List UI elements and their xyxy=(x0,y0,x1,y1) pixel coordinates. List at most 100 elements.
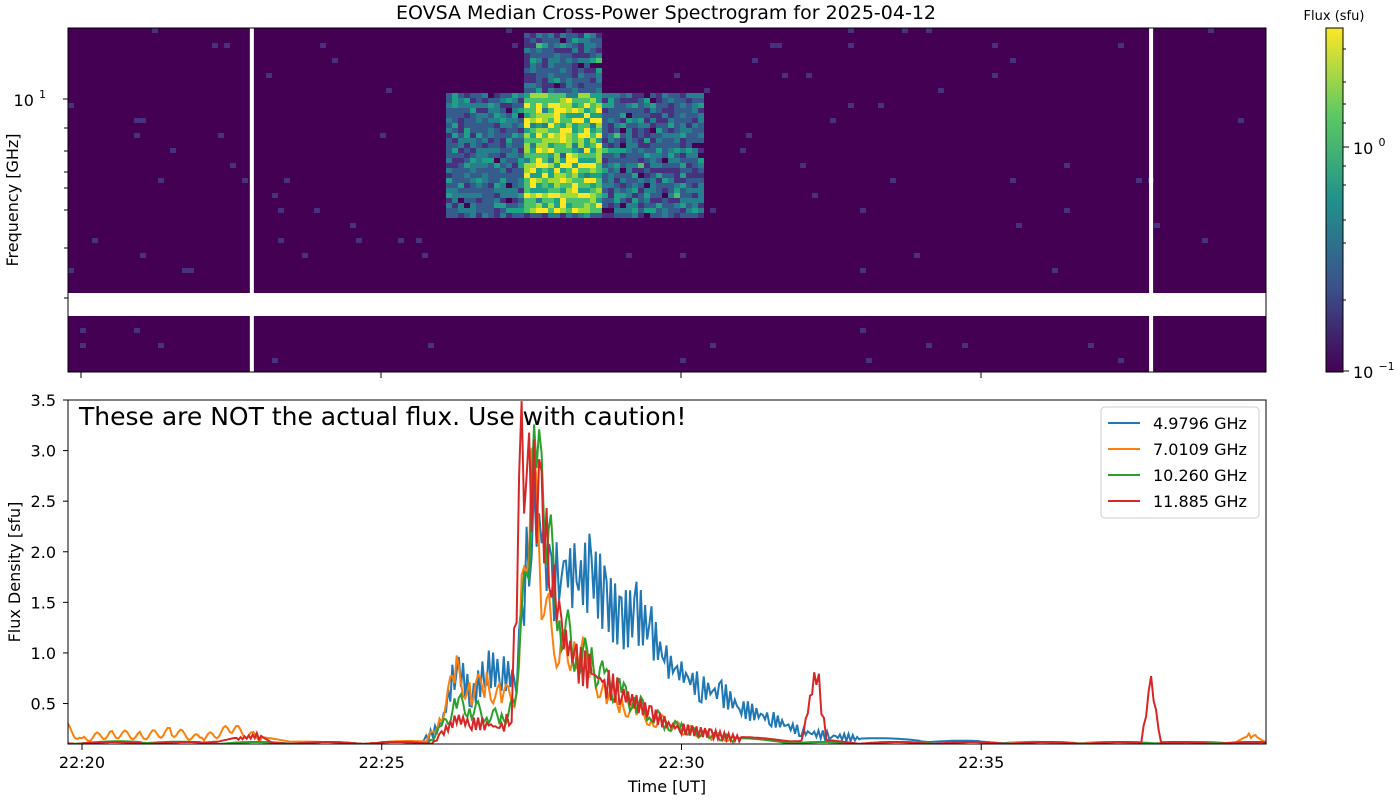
spectrogram-cell xyxy=(602,128,608,133)
spectrogram-cell xyxy=(680,103,686,108)
spectrogram-cell xyxy=(608,183,614,188)
spectrogram-cell xyxy=(650,203,656,208)
spectrogram-cell xyxy=(470,113,476,118)
spectrogram-cell xyxy=(644,188,650,193)
spectrogram-cell xyxy=(626,173,632,178)
spectrogram-cell xyxy=(566,143,572,148)
spectrogram-cell xyxy=(650,193,656,198)
spectrogram-cell xyxy=(530,173,536,178)
spectrogram-cell xyxy=(698,93,704,98)
spectrogram-cell xyxy=(470,183,476,188)
spectrogram-cell xyxy=(584,83,590,88)
spectrogram-cell xyxy=(674,188,680,193)
spectrogram-cell xyxy=(686,158,692,163)
spectrogram-cell xyxy=(530,193,536,198)
spectrogram-cell xyxy=(686,153,692,158)
spectrogram-cell xyxy=(596,48,602,53)
spectrogram-cell xyxy=(602,203,608,208)
spectrogram-cell xyxy=(644,148,650,153)
spectrogram-cell xyxy=(524,113,530,118)
spectrogram-cell xyxy=(578,158,584,163)
spectrogram-cell xyxy=(458,193,464,198)
spectrogram-cell xyxy=(668,98,674,103)
spectrogram-cell xyxy=(158,343,164,348)
spectrogram-cell xyxy=(386,88,392,93)
spectrogram-cell xyxy=(524,68,530,73)
spectrogram-ytick-10: 10 1 xyxy=(14,88,68,110)
spectrogram-cell xyxy=(602,193,608,198)
spectrogram-cell xyxy=(566,168,572,173)
spectrogram-band-gap xyxy=(68,293,1266,316)
spectrogram-cell xyxy=(584,88,590,93)
spectrogram-cell xyxy=(578,78,584,83)
spectrogram-cell xyxy=(584,43,590,48)
spectrogram-cell xyxy=(602,168,608,173)
spectrogram-cell xyxy=(272,193,278,198)
spectrogram-cell xyxy=(590,213,596,218)
spectrogram-cell xyxy=(524,173,530,178)
spectrogram-cell xyxy=(572,213,578,218)
spectrogram-cell xyxy=(542,193,548,198)
lightcurve-xtick-label: 22:35 xyxy=(958,753,1004,772)
lightcurve-ytick-label: 2.0 xyxy=(31,543,56,562)
spectrogram-cell xyxy=(494,138,500,143)
lightcurve-panel: 0.5 1.0 1.5 2.0 2.5 3.0 3.5 22:20 22:25 22:30 22:… xyxy=(0,385,1400,800)
spectrogram-cell xyxy=(530,168,536,173)
spectrogram-cell xyxy=(698,183,704,188)
spectrogram-cell xyxy=(578,133,584,138)
series-line-7-0109-GHz xyxy=(68,442,1266,744)
spectrogram-cell xyxy=(506,28,512,33)
spectrogram-cell xyxy=(482,108,488,113)
spectrogram-cell xyxy=(596,68,602,73)
spectrogram-cell xyxy=(548,183,554,188)
spectrogram-cell xyxy=(542,213,548,218)
spectrogram-cell xyxy=(590,163,596,168)
spectrogram-cell xyxy=(494,98,500,103)
spectrogram-cell xyxy=(470,203,476,208)
spectrogram-cell xyxy=(638,183,644,188)
spectrogram-cell xyxy=(632,168,638,173)
spectrogram-cell xyxy=(530,183,536,188)
spectrogram-cell xyxy=(566,53,572,58)
spectrogram-cell xyxy=(140,253,146,258)
spectrogram-cell xyxy=(698,168,704,173)
spectrogram-cell xyxy=(692,188,698,193)
spectrogram-cell xyxy=(680,133,686,138)
colorbar-tick-top: 10 0 xyxy=(1343,136,1385,158)
spectrogram-cell xyxy=(602,213,608,218)
spectrogram-cell xyxy=(542,73,548,78)
spectrogram-cell xyxy=(602,123,608,128)
spectrogram-cell xyxy=(458,168,464,173)
spectrogram-cell xyxy=(680,93,686,98)
spectrogram-cell xyxy=(644,128,650,133)
spectrogram-cell xyxy=(452,108,458,113)
spectrogram-cell xyxy=(626,198,632,203)
spectrogram-cell xyxy=(476,208,482,213)
spectrogram-cell xyxy=(638,108,644,113)
spectrogram-cell xyxy=(608,143,614,148)
series-line-4-9796-GHz xyxy=(68,479,1266,744)
spectrogram-cell xyxy=(656,193,662,198)
spectrogram-cell xyxy=(638,98,644,103)
spectrogram-cell xyxy=(548,148,554,153)
lightcurve-svg: 0.51.01.52.02.53.03.5 22:20 22:25 22:30 22:… xyxy=(5,391,1267,796)
spectrogram-cell xyxy=(554,113,560,118)
spectrogram-cell xyxy=(278,238,284,243)
spectrogram-cell xyxy=(590,83,596,88)
spectrogram-title: EOVSA Median Cross-Power Spectrogram for… xyxy=(396,2,936,24)
spectrogram-cell xyxy=(536,88,542,93)
spectrogram-cell xyxy=(464,163,470,168)
spectrogram-cell xyxy=(584,208,590,213)
spectrogram-cell xyxy=(476,203,482,208)
spectrogram-cell xyxy=(524,188,530,193)
spectrogram-cell xyxy=(656,133,662,138)
spectrogram-cell xyxy=(488,163,494,168)
spectrogram-cell xyxy=(638,138,644,143)
spectrogram-cell xyxy=(524,123,530,128)
spectrogram-cell xyxy=(692,113,698,118)
spectrogram-cell xyxy=(590,43,596,48)
spectrogram-cell xyxy=(626,128,632,133)
spectrogram-cell xyxy=(692,118,698,123)
spectrogram-cell xyxy=(578,208,584,213)
spectrogram-cell xyxy=(494,113,500,118)
